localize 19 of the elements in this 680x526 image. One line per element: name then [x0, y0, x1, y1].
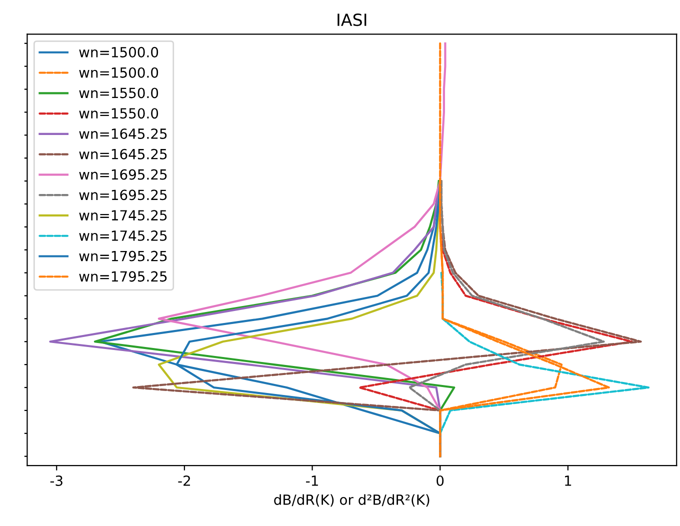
- x-tick-label: -1: [306, 476, 318, 486]
- legend-label: wn=1645.25: [79, 148, 167, 160]
- legend-label: wn=1500.0: [79, 67, 158, 78]
- chart-title: IASI: [338, 13, 366, 26]
- x-tick-label: -3: [50, 475, 62, 486]
- x-tick-label: -2: [178, 475, 190, 486]
- legend-label: wn=1695.25: [79, 169, 167, 180]
- x-tick-label: 1: [565, 476, 572, 486]
- legend-label: wn=1745.25: [79, 210, 167, 221]
- legend-label: wn=1795.25: [79, 271, 167, 282]
- legend-label: wn=1645.25: [79, 128, 167, 139]
- legend-label: wn=1745.25: [79, 230, 167, 241]
- legend-label: wn=1795.25: [79, 250, 167, 262]
- legend-label: wn=1695.25: [79, 190, 167, 200]
- x-axis-title: dB/dR(K) or d²B/dR²(K): [274, 494, 430, 507]
- legend-label: wn=1500.0: [79, 46, 158, 58]
- x-tick-label: 0: [436, 475, 444, 486]
- legend-label: wn=1550.0: [79, 88, 158, 98]
- legend-label: wn=1550.0: [79, 108, 158, 119]
